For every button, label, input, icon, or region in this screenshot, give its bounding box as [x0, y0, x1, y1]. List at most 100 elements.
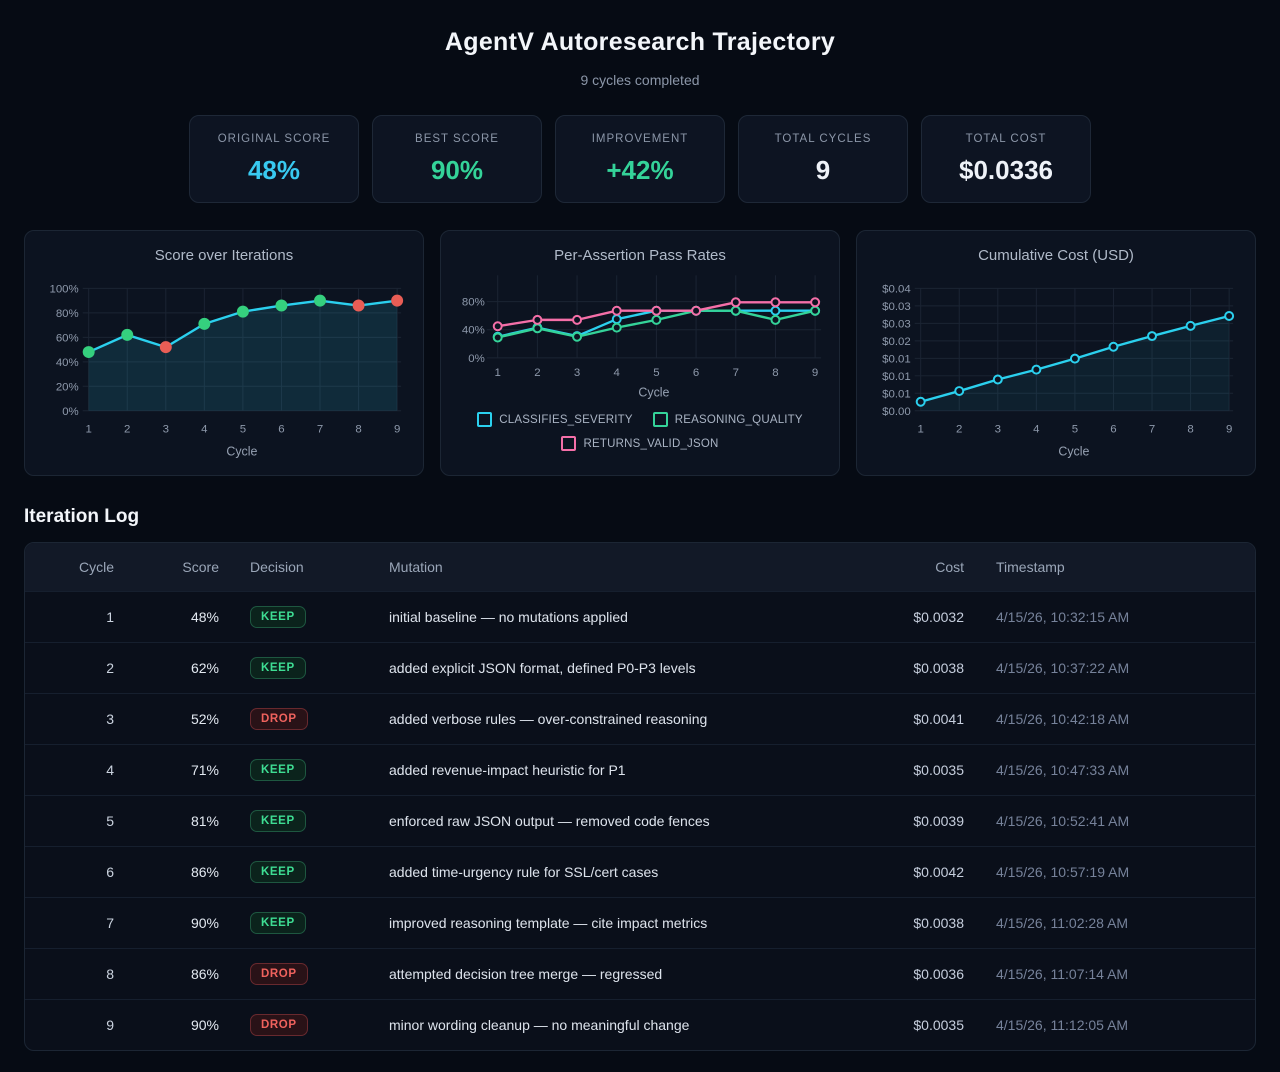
table-row: 2 62% KEEP added explicit JSON format, defi…	[25, 642, 1255, 694]
chart-title: Cumulative Cost (USD)	[978, 247, 1134, 264]
data-point	[532, 323, 543, 334]
data-point	[810, 305, 821, 316]
x-axis-tick-label: 3	[163, 424, 169, 436]
table-row: 1 48% KEEP initial baseline — no mutations …	[25, 591, 1255, 643]
stat-card-best-score: BEST SCORE 90%	[372, 115, 542, 203]
decision-badge: KEEP	[250, 810, 306, 832]
x-axis-tick-label: 2	[956, 424, 962, 436]
x-axis-tick-label: 3	[574, 367, 580, 379]
data-point	[314, 294, 326, 307]
decision-badge: DROP	[250, 963, 308, 985]
cell-cycle: 3	[25, 693, 115, 745]
x-axis-tick-label: 2	[534, 367, 540, 379]
stat-label: TOTAL CYCLES	[774, 132, 872, 145]
stats-row: ORIGINAL SCORE 48% BEST SCORE 90% IMPROV…	[0, 115, 1280, 203]
cell-mutation: added explicit JSON format, defined P0-P…	[365, 642, 850, 694]
x-axis-tick-label: 6	[278, 424, 284, 436]
cell-decision: DROP	[220, 999, 365, 1050]
table-row: 6 86% KEEP added time-urgency rule for SSL/…	[25, 846, 1255, 898]
cell-score: 90%	[115, 897, 220, 949]
series-area-fill	[88, 300, 398, 411]
cell-mutation: initial baseline — no mutations applied	[365, 591, 850, 643]
x-axis-tick-label: 3	[995, 424, 1001, 436]
data-point	[391, 294, 404, 307]
data-point	[1069, 353, 1080, 364]
x-axis-tick-label: 2	[124, 424, 130, 436]
x-axis-title: Cycle	[1058, 445, 1089, 459]
data-point	[1147, 331, 1157, 342]
y-axis-tick-label: $0.03	[882, 301, 911, 313]
cell-decision: KEEP	[220, 642, 365, 694]
column-header-cost: Cost	[935, 559, 964, 575]
cell-decision: KEEP	[220, 846, 365, 898]
cell-cycle: 7	[25, 897, 115, 949]
cell-decision: KEEP	[220, 744, 365, 796]
y-axis-tick-label: $0.02	[882, 336, 911, 348]
data-point	[1031, 364, 1042, 375]
stat-card-original-score: ORIGINAL SCORE 48%	[189, 115, 359, 203]
data-point	[651, 314, 662, 325]
stat-label: TOTAL COST	[965, 132, 1047, 145]
decision-badge: KEEP	[250, 657, 306, 679]
cell-mutation: enforced raw JSON output — removed code …	[365, 795, 850, 847]
cell-cost: $0.0036	[850, 948, 965, 1000]
x-axis-tick-label: 8	[355, 424, 361, 436]
cell-timestamp: 4/15/26, 10:42:18 AM	[965, 693, 1255, 745]
y-axis-tick-label: $0.01	[882, 353, 911, 365]
x-axis-tick-label: 9	[394, 424, 400, 436]
cell-timestamp: 4/15/26, 11:02:28 AM	[965, 897, 1255, 949]
charts-row: Score over Iterations 0% 20% 40% 60% 80% 100%…	[24, 230, 1256, 476]
data-point	[691, 305, 702, 316]
table-row: 4 71% KEEP added revenue-impact heuristic f…	[25, 744, 1255, 796]
stat-card-total-cost: TOTAL COST $0.0336	[921, 115, 1091, 203]
data-point	[1224, 311, 1235, 322]
page-subtitle: 9 cycles completed	[580, 72, 700, 88]
y-axis-tick-label: 60%	[56, 332, 79, 344]
data-point	[492, 332, 503, 343]
table-row: 3 52% DROP added verbose rules — over-const…	[25, 693, 1255, 745]
stat-value: 48%	[247, 154, 301, 185]
table-row: 8 86% DROP attempted decision tree merge — …	[25, 948, 1255, 1000]
cell-mutation: minor wording cleanup — no meaningful ch…	[365, 999, 850, 1050]
cell-decision: KEEP	[220, 591, 365, 643]
cell-cost: $0.0035	[850, 744, 965, 796]
y-axis-tick-label: $0.01	[882, 388, 911, 400]
cell-cost: $0.0039	[850, 795, 965, 847]
data-point	[572, 331, 583, 342]
data-point	[611, 322, 622, 333]
x-axis-title: Cycle	[226, 445, 257, 459]
data-point	[121, 328, 134, 341]
cell-cost: $0.0038	[850, 897, 965, 949]
y-axis-tick-label: 20%	[56, 381, 79, 393]
x-axis-tick-label: 1	[85, 424, 91, 436]
cell-score: 86%	[115, 846, 220, 898]
data-point	[352, 299, 365, 312]
decision-badge: DROP	[250, 708, 308, 730]
data-point	[810, 297, 821, 308]
cell-score: 90%	[115, 999, 220, 1050]
x-axis-tick-label: 8	[772, 367, 778, 379]
cell-decision: DROP	[220, 948, 365, 1000]
cell-mutation: improved reasoning template — cite impac…	[365, 897, 850, 949]
cell-timestamp: 4/15/26, 11:07:14 AM	[965, 948, 1255, 1000]
cell-cost: $0.0035	[850, 999, 965, 1050]
y-axis-tick-label: 0%	[62, 406, 79, 418]
column-header-cycle: Cycle	[78, 559, 114, 575]
chart-card-score-over-iterations: Score over Iterations 0% 20% 40% 60% 80% 100%…	[24, 230, 424, 476]
cell-timestamp: 4/15/26, 10:47:33 AM	[965, 744, 1255, 796]
iteration-log-table: Cycle Score Decision Mutation Cost Times…	[25, 543, 1255, 1050]
legend-label: REASONING_QUALITY	[674, 413, 803, 426]
y-axis-tick-label: 100%	[49, 283, 78, 295]
chart-card-cumulative-cost: Cumulative Cost (USD) $0.00 $0.01 $0.01 $0.…	[856, 230, 1256, 476]
data-point	[198, 317, 211, 330]
y-axis-tick-label: $0.01	[882, 371, 911, 383]
cell-timestamp: 4/15/26, 10:32:15 AM	[965, 591, 1255, 643]
x-axis-tick-label: 4	[201, 424, 208, 436]
stat-value: 9	[815, 154, 831, 185]
stat-value: 90%	[430, 154, 484, 185]
table-row: 9 90% DROP minor wording cleanup — no meani…	[25, 999, 1255, 1050]
chart-card-per-assertion-pass-rates: Per-Assertion Pass Rates 0% 40% 80% 1 2 3 4 5 6 7…	[440, 230, 840, 476]
legend-swatch-icon	[652, 412, 668, 427]
data-point	[532, 314, 543, 325]
x-axis-tick-label: 1	[495, 367, 501, 379]
